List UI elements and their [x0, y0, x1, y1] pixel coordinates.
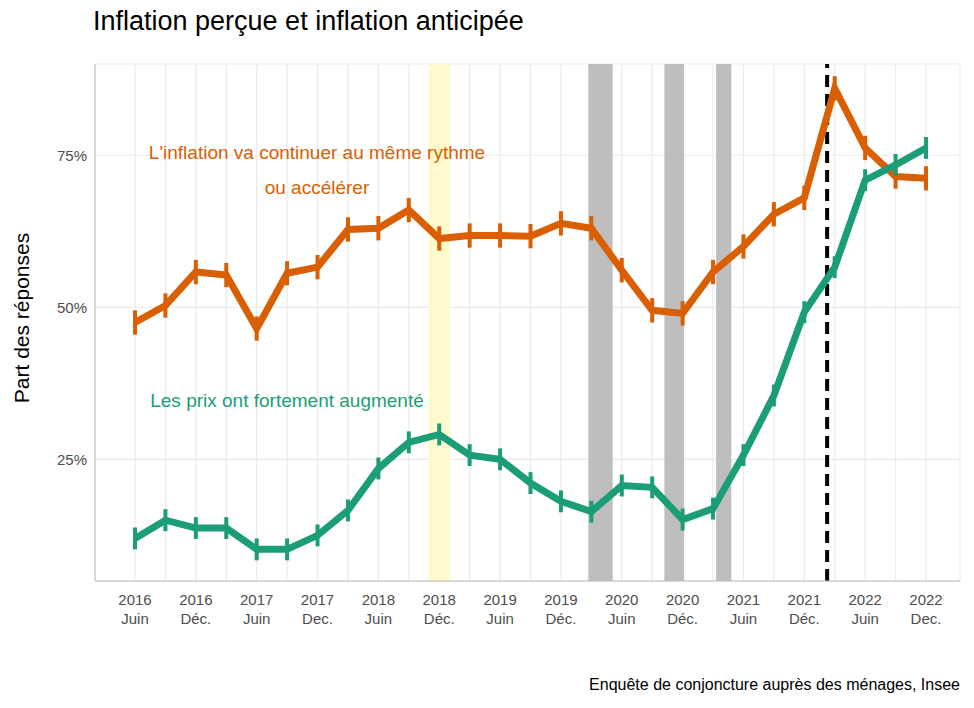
html-text:ou accélérer: ou accélérer [264, 177, 370, 198]
svg-text:75%: 75% [57, 147, 87, 164]
html-text:Enquête de conjoncture auprès: Enquête de conjoncture auprès des ménage… [589, 676, 960, 693]
svg-text:2018Juin: 2018Juin [362, 591, 395, 627]
svg-text:25%: 25% [57, 451, 87, 468]
html-text:Inflation perçue et inflation: Inflation perçue et inflation anticipée [93, 6, 524, 36]
svg-text:2020Juin: 2020Juin [605, 591, 638, 627]
svg-text:2022Dec.: 2022Dec. [909, 591, 942, 627]
svg-text:2019Déc.: 2019Déc. [544, 591, 577, 627]
html-text:L'inflation va continuer au mê: L'inflation va continuer au même rythme [148, 142, 486, 163]
svg-text:2017Dec.: 2017Dec. [301, 591, 334, 627]
svg-text:2019Juin: 2019Juin [483, 591, 516, 627]
svg-text:2018Déc.: 2018Déc. [423, 591, 456, 627]
svg-text:2021Déc.: 2021Déc. [788, 591, 821, 627]
svg-text:2016Juin: 2016Juin [118, 591, 151, 627]
svg-text:2021Juin: 2021Juin [727, 591, 760, 627]
svg-text:50%: 50% [57, 299, 87, 316]
html-text:Part des réponses: Part des réponses [10, 232, 33, 404]
svg-text:2017Juin: 2017Juin [240, 591, 273, 627]
svg-text:2022Juin: 2022Juin [848, 591, 881, 627]
svg-text:2020Déc.: 2020Déc. [666, 591, 699, 627]
html-text:Les prix ont fortement augment: Les prix ont fortement augmenté [150, 390, 424, 411]
svg-text:2016Déc.: 2016Déc. [179, 591, 212, 627]
